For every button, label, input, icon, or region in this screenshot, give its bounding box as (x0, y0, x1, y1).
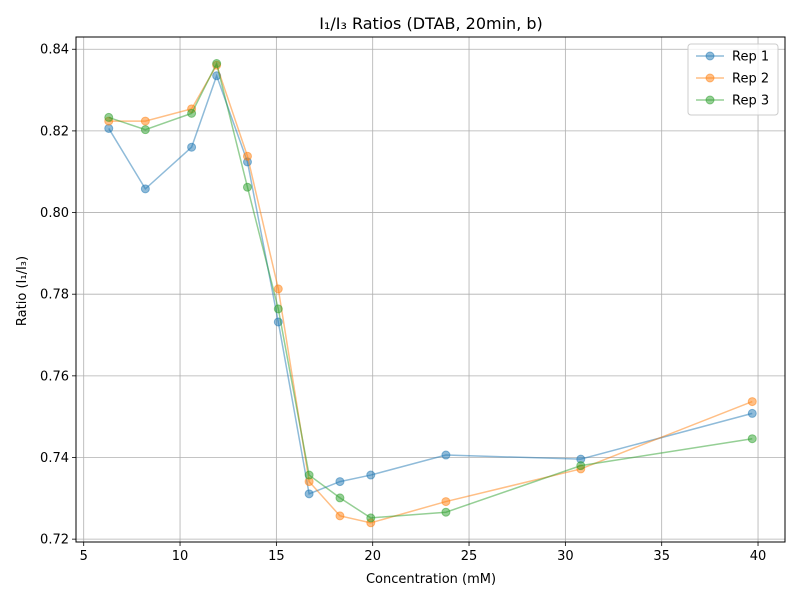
data-point (747, 397, 757, 407)
legend: Rep 1 Rep 2 Rep 3 (687, 43, 779, 116)
y-tick-label: 0.74 (40, 451, 69, 466)
data-point (140, 125, 150, 135)
data-point (335, 477, 345, 487)
series-3 (104, 59, 757, 523)
data-point (747, 434, 757, 444)
data-point (140, 184, 150, 194)
data-point (366, 470, 376, 480)
legend-label: Rep 3 (732, 94, 769, 109)
data-point (187, 108, 197, 118)
legend-marker (705, 51, 715, 61)
x-tick-label: 40 (750, 549, 767, 564)
legend-item: Rep 1 (696, 50, 769, 65)
data-point (441, 497, 451, 507)
plot-frame (75, 36, 786, 543)
data-point (441, 507, 451, 517)
y-tick-label: 0.78 (40, 288, 69, 303)
data-point (441, 450, 451, 460)
x-tick-label: 15 (268, 549, 285, 564)
series-line (108, 61, 753, 519)
series-line (108, 63, 753, 524)
data-point (304, 489, 314, 499)
data-point (104, 112, 114, 122)
x-tick-label: 20 (364, 549, 381, 564)
data-point (242, 182, 252, 192)
data-point (273, 304, 283, 314)
y-tick-label: 0.72 (40, 533, 69, 548)
data-point (212, 59, 222, 69)
grid (76, 37, 785, 542)
series-1 (104, 71, 757, 499)
series-layer (104, 59, 757, 528)
legend-item: Rep 3 (696, 94, 769, 109)
y-tick-label: 0.80 (40, 206, 69, 221)
data-point (242, 151, 252, 161)
data-point (747, 408, 757, 418)
data-point (140, 116, 150, 126)
data-point (335, 511, 345, 521)
data-point (104, 123, 114, 133)
data-point (187, 142, 197, 152)
legend-marker (705, 95, 715, 105)
x-axis-label: Concentration (mM) (366, 572, 496, 587)
legend-label: Rep 1 (732, 50, 769, 65)
x-tick-label: 25 (461, 549, 478, 564)
y-tick-label: 0.82 (40, 124, 69, 139)
chart-title: I₁/I₃ Ratios (DTAB, 20min, b) (319, 14, 543, 33)
x-tick-label: 35 (653, 549, 670, 564)
data-point (304, 470, 314, 480)
y-tick-label: 0.76 (40, 369, 69, 384)
y-tick-label: 0.84 (40, 43, 69, 58)
series-line (108, 73, 753, 495)
data-point (576, 461, 586, 471)
legend-item: Rep 2 (696, 72, 769, 87)
x-tick-label: 30 (557, 549, 574, 564)
legend-label: Rep 2 (732, 72, 769, 87)
y-axis-label: Ratio (I₁/I₃) (15, 256, 30, 326)
data-point (366, 513, 376, 523)
legend-marker (705, 73, 715, 83)
data-point (273, 284, 283, 294)
x-tick-label: 10 (172, 549, 189, 564)
data-point (335, 493, 345, 503)
axes: 5 10 15 20 25 30 35 40 0.72 0.74 0.76 0.78 0.80 0.82 0… (40, 43, 766, 564)
x-tick-label: 5 (80, 549, 88, 564)
